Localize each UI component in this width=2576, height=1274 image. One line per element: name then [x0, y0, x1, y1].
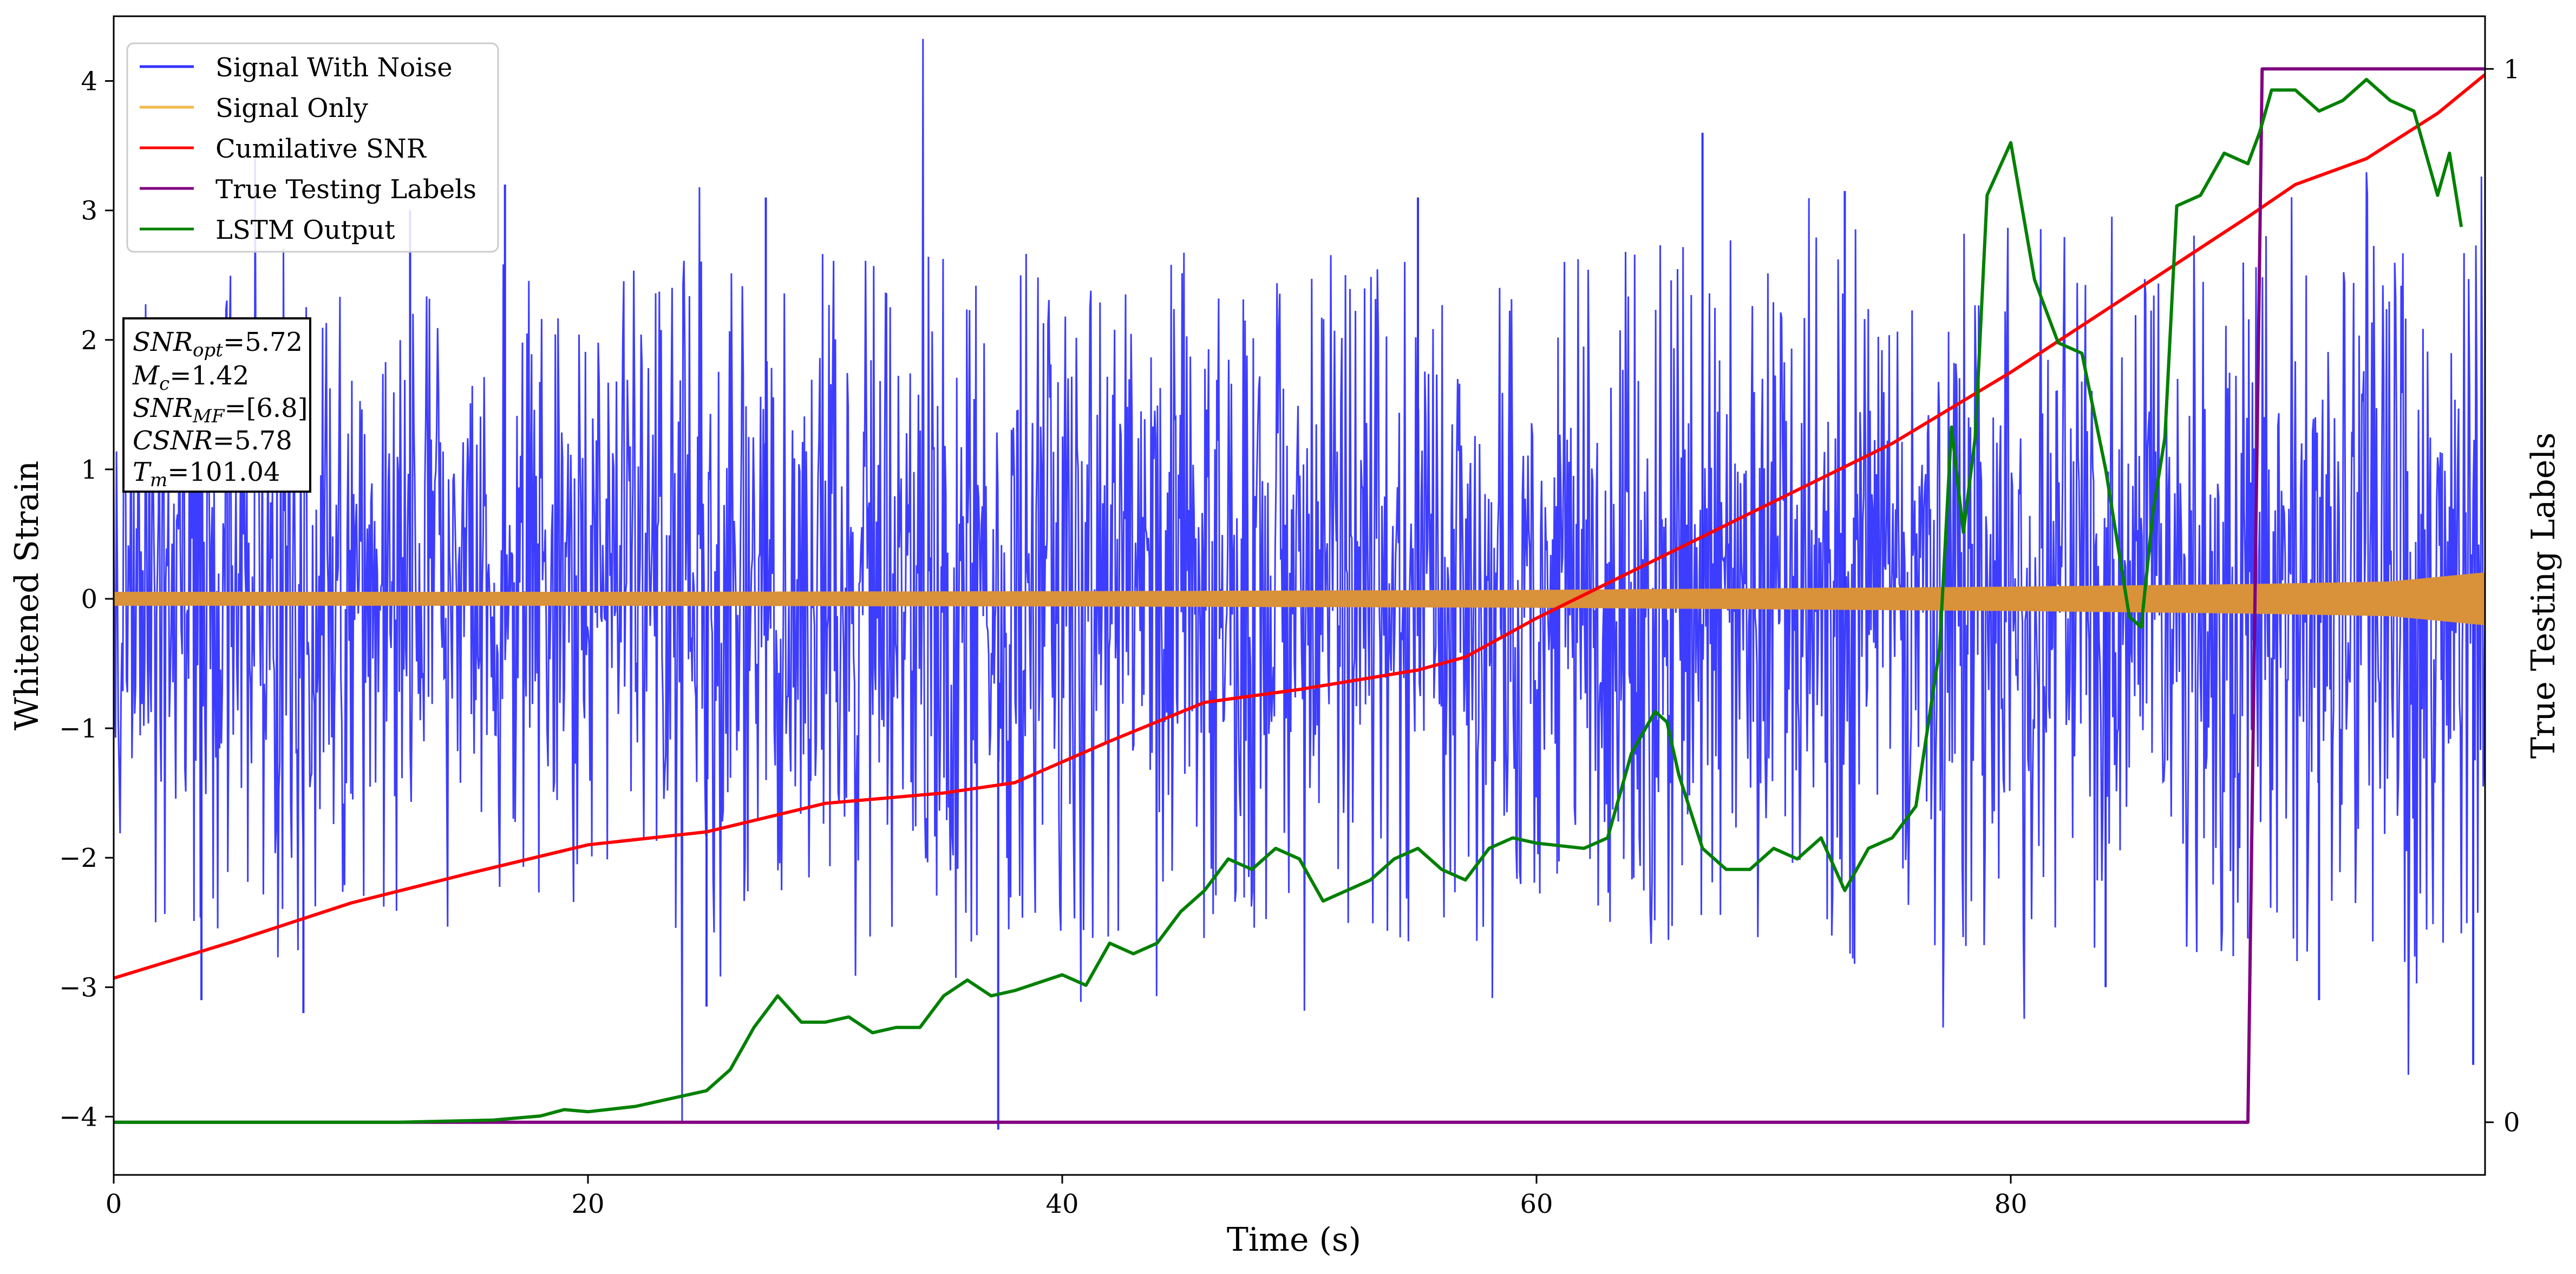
signal-only-band: [114, 572, 2485, 625]
legend-label-signal-only: Signal Only: [215, 93, 368, 123]
annotation-line-csnr: CSNR=5.78: [133, 426, 292, 456]
legend-label-true-testing-labels: True Testing Labels: [215, 174, 476, 205]
x-axis-label: Time (s): [1227, 1221, 1361, 1259]
annotation-box: [122, 317, 311, 493]
lstm-output-series: [114, 77, 2463, 1124]
x-tick-label: 80: [1994, 1189, 2027, 1219]
y-right-tick-label: 1: [2503, 54, 2520, 84]
x-tick-label: 40: [1045, 1189, 1078, 1219]
annotation-line-snr-mf: SNRMF=[6.8]: [133, 393, 308, 427]
signal-with-noise-series: [114, 38, 2485, 1130]
cumilative-snr-series: [114, 73, 2485, 980]
y-left-tick-label: 1: [81, 455, 97, 485]
plot-area: [114, 38, 2485, 1130]
signal-only-series: [114, 572, 2485, 625]
cumilative-snr-line: [114, 73, 2485, 980]
y-axis-left-label: Whitened Strain: [8, 461, 46, 730]
y-left-tick-label: −4: [59, 1102, 97, 1132]
y-left-tick-label: −1: [59, 714, 97, 744]
plot-frame: [113, 15, 2486, 1176]
x-axis: 0 20 40 60 80: [106, 1175, 2028, 1219]
annotation-line-tm: Tm=101.04: [133, 457, 280, 491]
y-left-tick-label: −2: [59, 843, 97, 873]
legend-box: [126, 42, 499, 253]
y-left-tick-label: 2: [81, 325, 97, 356]
x-tick-label: 20: [571, 1189, 604, 1219]
y-axis-right: 01: [2485, 54, 2520, 1138]
legend-label-cumilative-snr: Cumilative SNR: [215, 134, 427, 164]
legend-label-lstm-output: LSTM Output: [215, 215, 395, 245]
y-left-tick-label: 0: [81, 584, 97, 615]
annotation-line-mc: Mc=1.42: [132, 361, 249, 395]
legend: Signal With Noise Signal Only Cumilative…: [126, 42, 499, 253]
annotation-line-snr-opt: SNRopt=5.72: [133, 327, 303, 361]
y-left-tick-label: 3: [81, 196, 97, 226]
parameter-annotation: SNRopt=5.72 Mc=1.42 SNRMF=[6.8] CSNR=5.7…: [122, 317, 311, 493]
y-axis-left: −4 −3 −2 −1 0 1 2 3 4: [59, 67, 114, 1132]
x-tick-label: 0: [106, 1189, 122, 1219]
legend-label-signal-with-noise: Signal With Noise: [215, 53, 453, 83]
y-axis-right-label: True Testing Labels: [2525, 433, 2562, 759]
y-left-tick-label: 4: [81, 67, 97, 97]
y-right-tick-label: 0: [2503, 1108, 2520, 1138]
true-testing-labels-line: [114, 67, 2485, 1124]
signal-with-noise-line: [114, 38, 2485, 1122]
x-tick-label: 60: [1520, 1189, 1553, 1219]
true-testing-labels-series: [114, 67, 2485, 1124]
lstm-output-line: [114, 77, 2463, 1124]
y-left-tick-label: −3: [59, 972, 97, 1003]
